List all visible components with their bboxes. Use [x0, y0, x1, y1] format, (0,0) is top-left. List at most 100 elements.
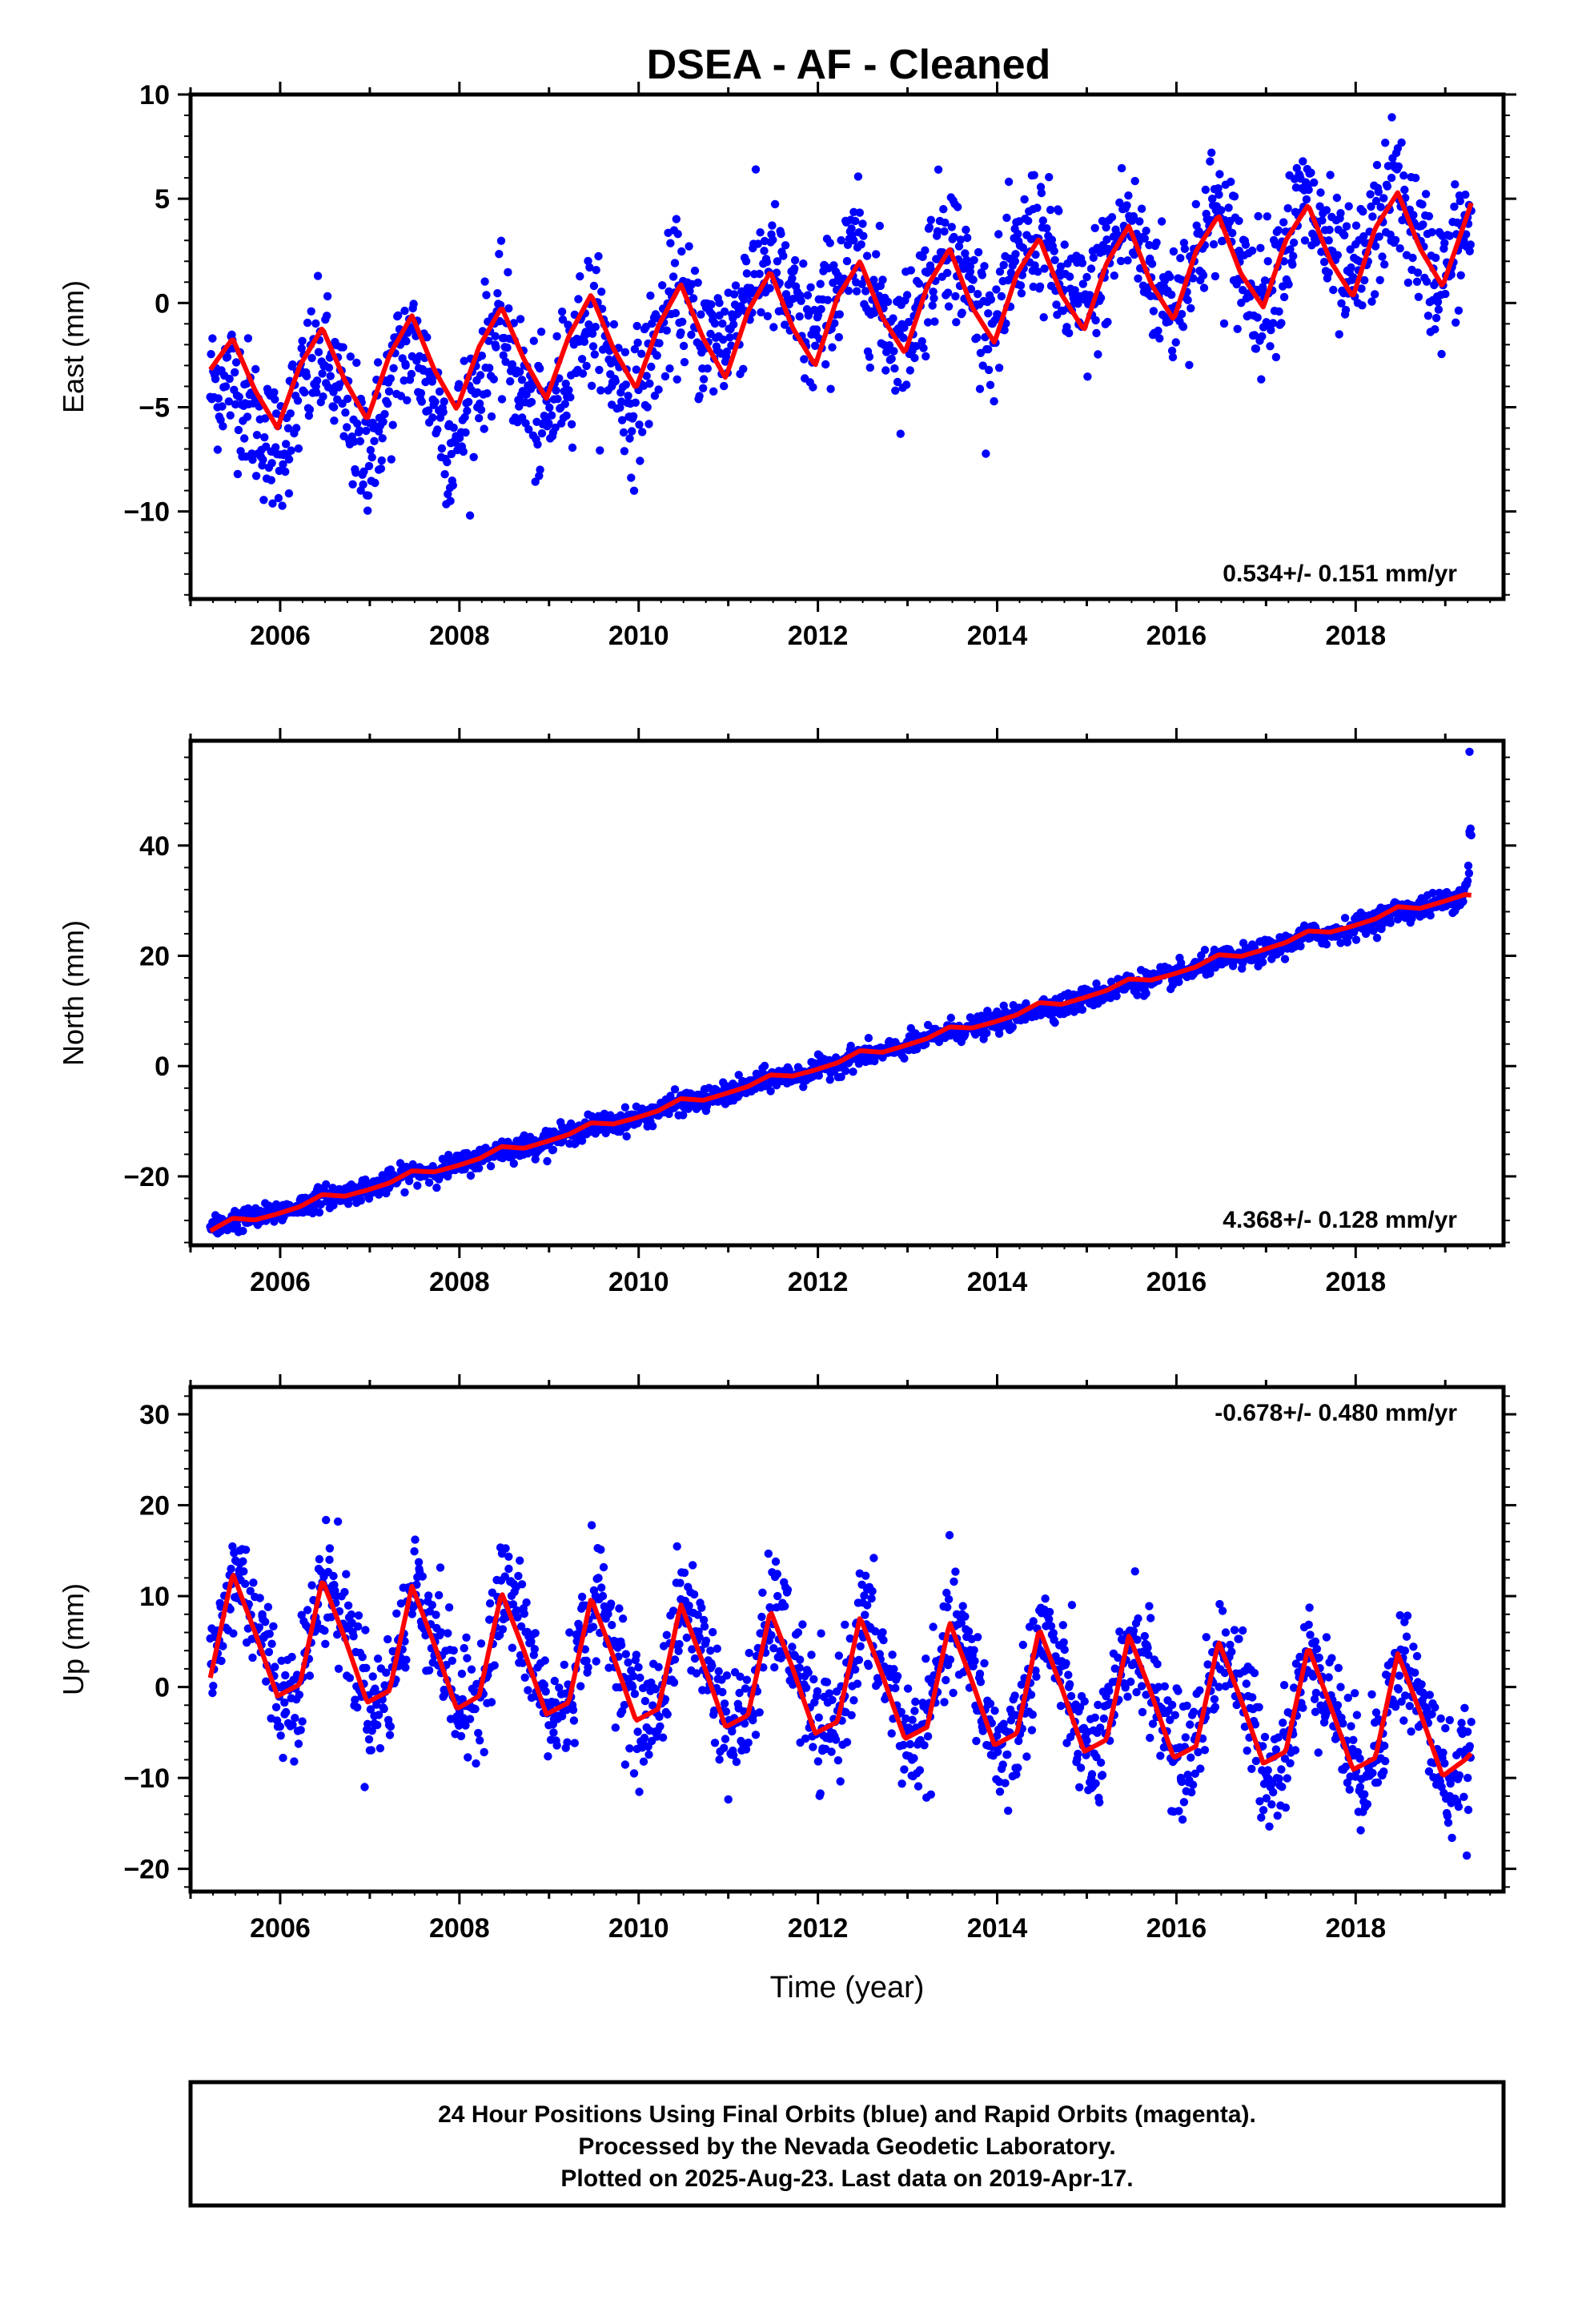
up-point: [676, 1578, 685, 1587]
east-point: [865, 363, 875, 372]
east-point: [751, 165, 761, 174]
up-point: [869, 1554, 878, 1562]
up-point: [379, 1704, 388, 1714]
east-point: [672, 215, 681, 223]
north-point: [1050, 1018, 1059, 1027]
east-point: [978, 361, 987, 370]
up-point: [736, 1672, 745, 1681]
east-point: [1112, 229, 1121, 238]
east-point: [1376, 203, 1385, 211]
east-point: [669, 272, 678, 281]
up-point: [845, 1634, 855, 1643]
east-point: [1368, 212, 1377, 221]
east-point: [1230, 192, 1239, 201]
east-point: [1037, 188, 1046, 198]
up-point: [1235, 1634, 1243, 1643]
up-point: [1012, 1770, 1021, 1779]
east-point: [485, 364, 494, 372]
up-point: [1202, 1633, 1211, 1642]
east-point: [1154, 326, 1162, 336]
up-point: [241, 1579, 250, 1589]
up-point: [1195, 1686, 1204, 1695]
up-point: [444, 1629, 452, 1638]
east-point: [1010, 257, 1020, 266]
north-point: [400, 1188, 409, 1197]
east-point: [912, 342, 921, 351]
east-point: [1094, 350, 1102, 359]
up-point: [1167, 1700, 1177, 1710]
east-point: [770, 199, 780, 209]
east-point: [990, 396, 998, 406]
up-point: [1095, 1798, 1104, 1807]
up-point: [432, 1610, 440, 1619]
up-point: [751, 1731, 761, 1739]
up-point: [893, 1671, 902, 1681]
east-point: [753, 239, 762, 248]
east-point: [1124, 191, 1133, 200]
east-point: [811, 341, 820, 350]
east-point: [890, 364, 899, 373]
up-point: [1179, 1798, 1189, 1807]
east-point: [1277, 319, 1286, 328]
east-point: [1065, 328, 1074, 338]
up-point: [742, 1675, 752, 1684]
up-point: [219, 1642, 227, 1651]
east-point: [939, 205, 948, 214]
east-x-tick-label: 2014: [967, 621, 1028, 651]
east-point: [693, 278, 702, 287]
up-point: [375, 1743, 385, 1753]
east-point: [910, 353, 919, 363]
east-point: [1166, 272, 1174, 281]
east-point: [536, 364, 544, 373]
east-y-tick-label: −10: [123, 497, 170, 528]
east-point: [1340, 231, 1349, 239]
east-point: [628, 412, 638, 420]
east-point: [428, 413, 437, 422]
up-point: [360, 1783, 369, 1791]
up-point: [1166, 1715, 1174, 1724]
east-point: [893, 377, 902, 387]
up-point: [868, 1586, 877, 1596]
east-point: [1020, 195, 1029, 204]
up-point: [970, 1646, 978, 1655]
up-point: [1098, 1771, 1107, 1779]
north-point: [310, 1203, 319, 1212]
up-point: [833, 1756, 843, 1765]
up-point: [741, 1745, 751, 1754]
north-point: [766, 1087, 775, 1096]
east-point: [844, 286, 853, 296]
up-point: [1188, 1780, 1198, 1789]
north-point: [1259, 958, 1267, 967]
up-point: [701, 1636, 711, 1645]
north-point: [1340, 914, 1350, 923]
east-point: [925, 223, 934, 232]
east-point: [803, 291, 813, 300]
up-point: [1080, 1697, 1089, 1706]
north-point: [734, 1071, 743, 1080]
east-point: [891, 386, 900, 395]
up-point: [414, 1558, 424, 1566]
up-point: [1186, 1753, 1195, 1762]
east-point: [213, 403, 222, 412]
east-point: [695, 392, 704, 400]
up-point: [1017, 1680, 1026, 1689]
east-point: [1371, 290, 1379, 299]
east-point: [287, 446, 295, 455]
east-point: [851, 216, 860, 226]
north-point: [432, 1183, 441, 1192]
east-point: [954, 242, 964, 251]
up-point: [758, 1588, 767, 1598]
east-point: [380, 409, 389, 419]
up-point: [367, 1746, 375, 1755]
north-point: [1200, 946, 1210, 955]
north-point: [1465, 747, 1474, 756]
east-point: [1116, 256, 1126, 266]
up-point: [923, 1732, 933, 1741]
up-point: [587, 1521, 596, 1530]
north-point: [760, 1061, 769, 1071]
up-point: [577, 1592, 587, 1602]
up-point: [825, 1689, 834, 1698]
east-point: [729, 290, 739, 299]
east-point: [830, 319, 839, 328]
east-y-tick-label: 10: [139, 80, 170, 111]
